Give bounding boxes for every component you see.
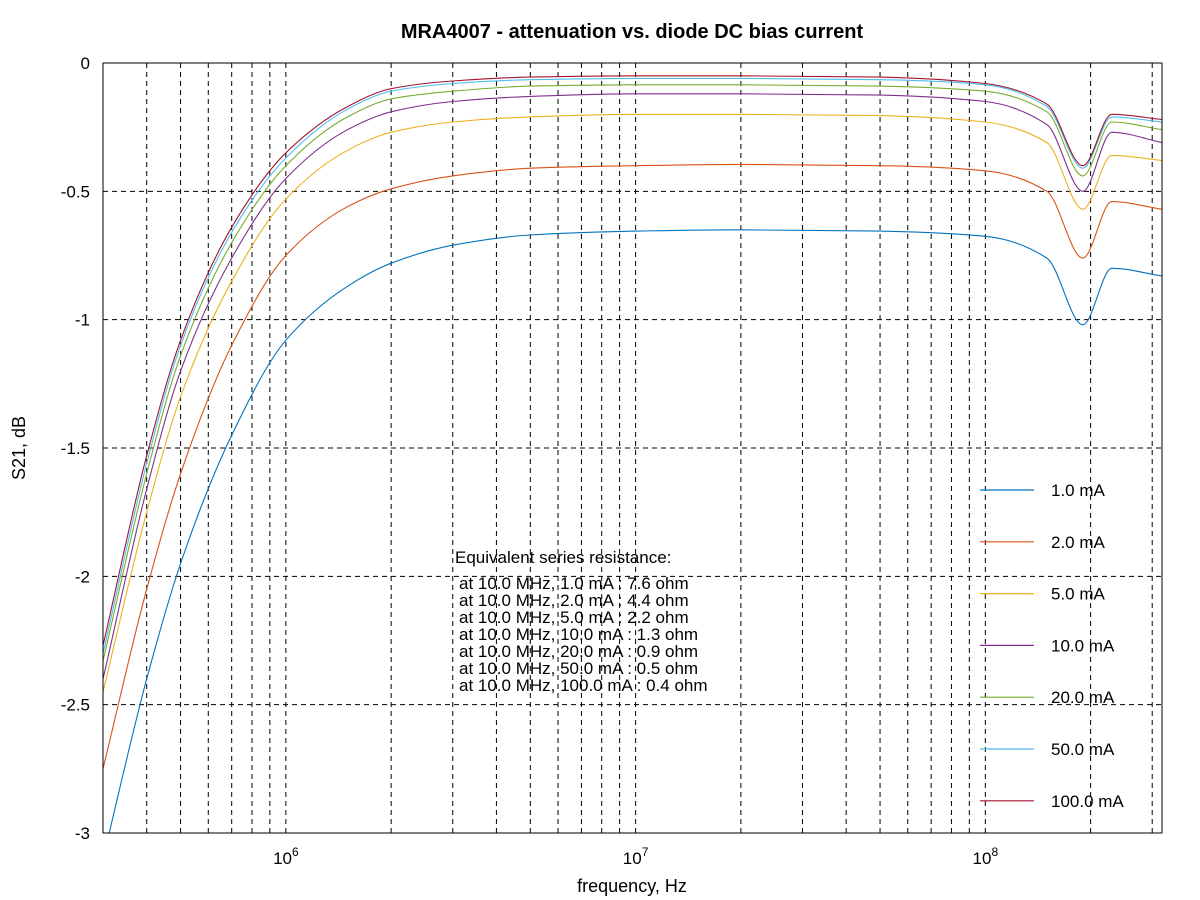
plot-frame: [102, 62, 1163, 834]
annotation-line: at 10.0 MHz, 2.0 mA : 4.4 ohm: [459, 591, 689, 610]
series-line-3: [103, 93, 1162, 680]
x-tick-label: 107: [623, 845, 649, 868]
series-line-6: [103, 75, 1162, 646]
legend-label: 10.0 mA: [1051, 636, 1115, 655]
y-tick-label: -0.5: [61, 182, 90, 201]
series-line-2: [103, 113, 1162, 692]
chart-title: MRA4007 - attenuation vs. diode DC bias …: [401, 21, 864, 43]
annotation-line: at 10.0 MHz, 50.0 mA : 0.5 ohm: [459, 659, 698, 678]
annotation-line: at 10.0 MHz, 100.0 mA : 0.4 ohm: [459, 676, 708, 695]
series-line-1: [103, 163, 1162, 769]
y-tick-label: -1: [75, 311, 90, 330]
y-tick-label: -1.5: [61, 439, 90, 458]
legend-label: 1.0 mA: [1051, 481, 1106, 500]
legend-label: 50.0 mA: [1051, 740, 1115, 759]
annotation-title: Equivalent series resistance:: [455, 548, 671, 567]
x-tick-labels: 106 107 108: [273, 845, 998, 868]
resistance-annotation: Equivalent series resistance: at 10.0 MH…: [455, 548, 708, 695]
series-line-4: [103, 84, 1162, 662]
x-axis-label: frequency, Hz: [577, 876, 687, 896]
legend-label: 2.0 mA: [1051, 533, 1106, 552]
y-tick-label: -2.5: [61, 696, 90, 715]
y-tick-labels: 0 -0.5 -1 -1.5 -2 -2.5 -3: [61, 54, 90, 843]
y-tick-label: 0: [81, 54, 90, 73]
y-axis-label: S21, dB: [9, 416, 29, 480]
annotation-line: at 10.0 MHz, 5.0 mA : 2.2 ohm: [459, 608, 689, 627]
legend-label: 20.0 mA: [1051, 688, 1115, 707]
y-tick-label: -3: [75, 824, 90, 843]
legend-label: 5.0 mA: [1051, 585, 1106, 604]
grid-lines: [103, 63, 1162, 833]
x-tick-label: 108: [973, 845, 999, 868]
legend: 1.0 mA 2.0 mA 5.0 mA 10.0 mA 20.0 mA 50.0 mA 1…: [980, 481, 1124, 811]
y-tick-label: -2: [75, 567, 90, 586]
legend-label: 100.0 mA: [1051, 792, 1124, 811]
plot-series: [103, 75, 1162, 833]
annotation-line: at 10.0 MHz, 1.0 mA : 7.6 ohm: [459, 574, 689, 593]
annotation-line: at 10.0 MHz, 20.0 mA : 0.9 ohm: [459, 642, 698, 661]
annotation-line: at 10.0 MHz, 10.0 mA : 1.3 ohm: [459, 625, 698, 644]
x-tick-label: 106: [273, 845, 299, 868]
series-line-5: [103, 77, 1162, 654]
series-line-0: [108, 229, 1162, 833]
